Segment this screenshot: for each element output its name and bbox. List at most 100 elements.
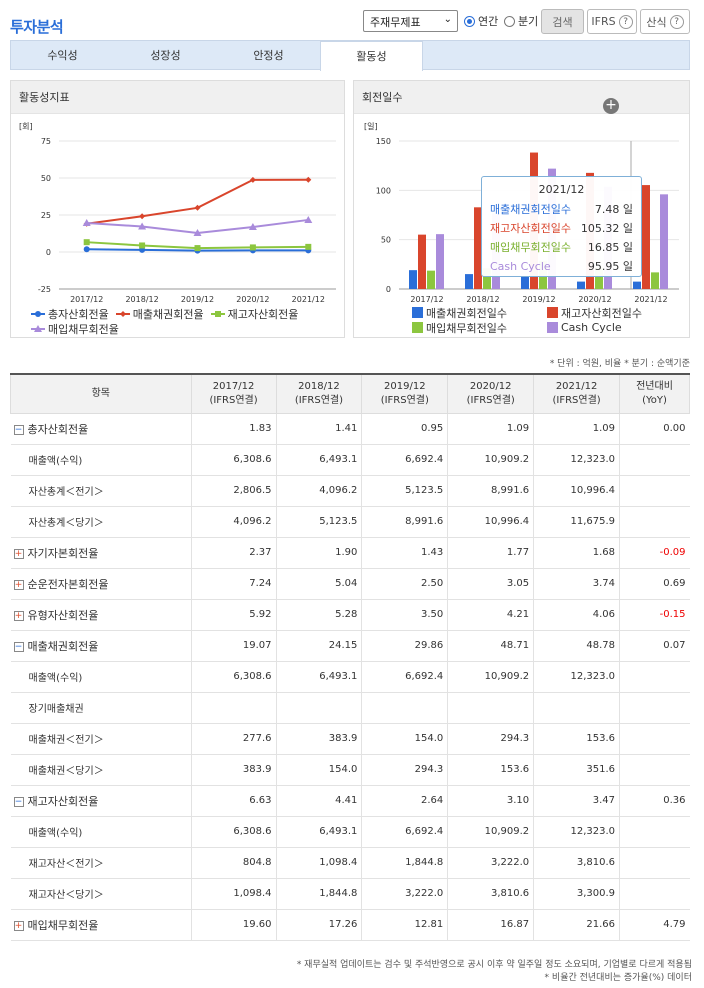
tab-growth[interactable]: 성장성 xyxy=(150,49,181,62)
expand-icon[interactable]: + xyxy=(13,610,24,621)
cell-value: 153.6 xyxy=(447,754,534,786)
bar xyxy=(660,194,668,289)
collapse-icon[interactable]: − xyxy=(13,796,24,807)
cell-value: 29.86 xyxy=(361,630,448,662)
table-row: − 매출채권회전율 19.07 24.15 29.86 48.71 48.78 0.07 xyxy=(10,630,690,662)
collapse-icon[interactable]: − xyxy=(13,424,24,435)
legend-item[interactable]: 재고자산회전일수 xyxy=(547,305,642,320)
expand-icon[interactable]: + xyxy=(603,98,619,114)
y-tick-label: 50 xyxy=(381,236,391,245)
bar xyxy=(651,272,659,289)
table-row: 자산총계＜전기＞ 2,806.5 4,096.2 5,123.5 8,991.6 10,9… xyxy=(10,475,690,507)
y-unit-label: [회] xyxy=(19,122,33,131)
cell-value: 10,996.4 xyxy=(533,475,620,507)
search-button[interactable]: 검색 xyxy=(541,9,584,34)
cell-value: 19.07 xyxy=(190,630,276,662)
legend-item[interactable]: Cash Cycle xyxy=(547,320,622,335)
y-tick-label: 75 xyxy=(41,137,51,146)
legend-item[interactable]: 매출채권회전율 xyxy=(115,306,204,321)
ifrs-label: IFRS xyxy=(591,15,616,28)
cell-value: 1,844.8 xyxy=(361,847,448,879)
cell-value xyxy=(361,692,448,724)
tab-stability[interactable]: 안정성 xyxy=(253,49,284,62)
ifrs-help-button[interactable]: IFRS? xyxy=(587,9,637,34)
statement-select[interactable]: 주재무제표 ⌄ xyxy=(363,10,458,32)
x-tick-label: 2018/12 xyxy=(466,295,499,304)
table-row: + 매입채무회전율 19.60 17.26 12.81 16.87 21.66 4.79 xyxy=(10,909,690,941)
legend-item[interactable]: 매입채무회전율 xyxy=(31,321,119,336)
cell-value: 48.78 xyxy=(533,630,620,662)
y-tick-label: 25 xyxy=(41,211,51,220)
row-label: 재고자산＜전기＞ xyxy=(10,847,192,879)
collapse-icon[interactable]: − xyxy=(13,641,24,652)
x-tick-label: 2021/12 xyxy=(292,295,325,304)
expand-icon[interactable]: + xyxy=(13,548,24,559)
cell-value: 2,806.5 xyxy=(190,475,276,507)
formula-help-button[interactable]: 산식? xyxy=(640,9,690,34)
expand-icon[interactable]: + xyxy=(13,920,24,931)
row-label[interactable]: + 유형자산회전율 xyxy=(10,599,192,631)
cell-value: 1.41 xyxy=(275,413,362,445)
cell-value: 3.05 xyxy=(447,568,534,600)
row-label: 장기매출채권 xyxy=(10,692,192,724)
legend-item[interactable]: 매출채권회전일수 xyxy=(412,305,540,320)
radio-annual[interactable]: 연간 xyxy=(464,12,498,30)
row-label[interactable]: + 매입채무회전율 xyxy=(10,909,192,941)
legend-swatch-icon xyxy=(547,322,558,333)
unit-note: * 단위 : 억원, 비율 * 분기 : 순액기준 xyxy=(549,359,690,369)
table-row: + 자기자본회전율 2.37 1.90 1.43 1.77 1.68 -0.09 xyxy=(10,537,690,569)
table-row: + 유형자산회전율 5.92 5.28 3.50 4.21 4.06 -0.15 xyxy=(10,599,690,631)
analysis-tabs: 수익성 성장성 안정성 활동성 xyxy=(10,40,690,71)
cell-value: 10,909.2 xyxy=(447,816,534,848)
row-label[interactable]: − 매출채권회전율 xyxy=(10,630,192,662)
panel-title: 회전일수 xyxy=(354,81,689,114)
expand-icon[interactable]: + xyxy=(13,579,24,590)
chart-tooltip: 2021/12 매출채권회전일수 7.48 일 재고자산회전일수 105.32 일 … xyxy=(481,176,642,277)
page-title: 투자분석 xyxy=(10,18,64,36)
cell-value: 277.6 xyxy=(190,723,276,755)
tooltip-label: Cash Cycle xyxy=(490,260,551,273)
table-row: 매출채권＜전기＞ 277.6 383.9 154.0 294.3 153.6 xyxy=(10,723,690,755)
cell-yoy xyxy=(619,475,690,507)
panel-title: 활동성지표 xyxy=(11,81,344,114)
cell-value: 19.60 xyxy=(190,909,276,941)
cell-yoy xyxy=(619,506,690,538)
cell-value: 4.06 xyxy=(533,599,620,631)
data-point xyxy=(305,243,312,250)
table-row: 장기매출채권 xyxy=(10,692,690,724)
tooltip-value: 16.85 일 xyxy=(587,241,633,254)
cell-value: 1.68 xyxy=(533,537,620,569)
legend-item[interactable]: 매입채무회전일수 xyxy=(412,320,540,335)
legend-item[interactable]: 총자산회전율 xyxy=(31,306,109,321)
footer-note: * 재무실적 업데이트는 검수 및 주석반영으로 공시 이후 약 일주일 정도 … xyxy=(296,960,692,970)
cell-value: 3.47 xyxy=(533,785,620,817)
bar xyxy=(595,267,603,289)
tab-activity[interactable]: 활동성 xyxy=(320,41,423,71)
y-tick-label: 0 xyxy=(46,248,51,257)
cell-yoy: 0.36 xyxy=(619,785,690,817)
cell-value: 4,096.2 xyxy=(275,475,362,507)
cell-value: 5.92 xyxy=(190,599,276,631)
x-tick-label: 2017/12 xyxy=(410,295,443,304)
cell-value: 3,810.6 xyxy=(533,847,620,879)
cell-value: 4.41 xyxy=(275,785,362,817)
cell-yoy: 4.79 xyxy=(619,909,690,941)
cell-yoy: -0.15 xyxy=(619,599,690,631)
line-chart-legend: 총자산회전율 매출채권회전율 재고자산회전율 매입채무회전율 xyxy=(31,306,351,336)
tooltip-row: 매입채무회전일수 16.85 일 xyxy=(490,238,633,257)
data-point xyxy=(138,222,147,230)
tab-profitability[interactable]: 수익성 xyxy=(47,49,78,62)
cell-yoy xyxy=(619,816,690,848)
radio-annual-label: 연간 xyxy=(478,15,499,28)
row-label[interactable]: + 자기자본회전율 xyxy=(10,537,192,569)
cell-value: 3,810.6 xyxy=(447,878,534,910)
tooltip-label: 매입채무회전일수 xyxy=(490,241,571,254)
row-label[interactable]: − 총자산회전율 xyxy=(10,413,192,445)
radio-quarter[interactable]: 분기 xyxy=(504,12,538,30)
row-label[interactable]: − 재고자산회전율 xyxy=(10,785,192,817)
legend-label: Cash Cycle xyxy=(561,321,622,334)
legend-item[interactable]: 재고자산회전율 xyxy=(210,306,298,321)
row-label: 자산총계＜전기＞ xyxy=(10,475,192,507)
chevron-down-icon: ⌄ xyxy=(443,14,452,25)
row-label[interactable]: + 순운전자본회전율 xyxy=(10,568,192,600)
